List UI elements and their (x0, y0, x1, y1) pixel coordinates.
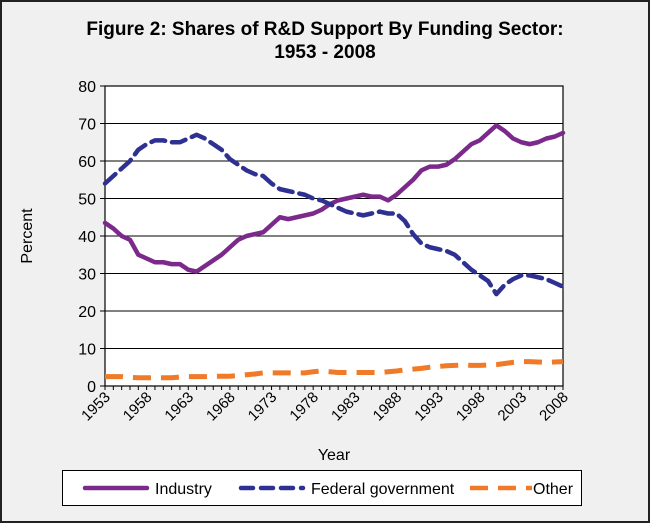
legend: Industry Federal government Other (62, 470, 582, 506)
y-tick-label: 80 (78, 79, 96, 96)
legend-label-1: Industry (155, 481, 212, 498)
y-tick-label: 30 (78, 267, 96, 284)
gridlines (105, 123, 563, 349)
legend-label-2: Federal government (311, 481, 455, 498)
x-tick-label: 1973 (245, 389, 281, 425)
y-axis-label: Percent (19, 208, 36, 264)
x-tick-label: 1988 (370, 389, 406, 425)
x-tick-label: 2008 (536, 389, 572, 425)
y-tick-label: 0 (87, 379, 96, 396)
series-line-1 (102, 123, 566, 274)
series-lines (102, 123, 566, 381)
y-tick-label: 10 (78, 342, 96, 359)
x-tick-label: 1968 (203, 389, 239, 425)
y-tick-label: 20 (78, 304, 96, 321)
y-tick-label: 60 (78, 154, 96, 171)
x-tick-label: 1958 (120, 389, 156, 425)
series-line-3 (105, 359, 564, 381)
x-tick-label: 1963 (161, 389, 197, 425)
chart-title-line-2: 1953 - 2008 (274, 42, 376, 63)
legend-items: Industry Federal government Other (82, 481, 574, 498)
chart-title-line-1: Figure 2: Shares of R&D Support By Fundi… (86, 19, 564, 40)
chart-title: Figure 2: Shares of R&D Support By Fundi… (2, 18, 648, 64)
y-tick-label: 70 (78, 117, 96, 134)
x-tick-label: 1978 (286, 389, 322, 425)
y-tick-label: 40 (78, 229, 96, 246)
x-tick-label: 2003 (495, 389, 531, 425)
x-tick-label: 1998 (453, 389, 489, 425)
x-tick-label: 1953 (78, 389, 114, 425)
y-tick-label: 50 (78, 192, 96, 209)
x-axis-label: Year (318, 447, 351, 464)
x-tick-label: 1993 (411, 389, 447, 425)
x-tick-label: 1983 (328, 389, 364, 425)
legend-label-3: Other (533, 481, 574, 498)
series-line-2 (102, 132, 566, 297)
